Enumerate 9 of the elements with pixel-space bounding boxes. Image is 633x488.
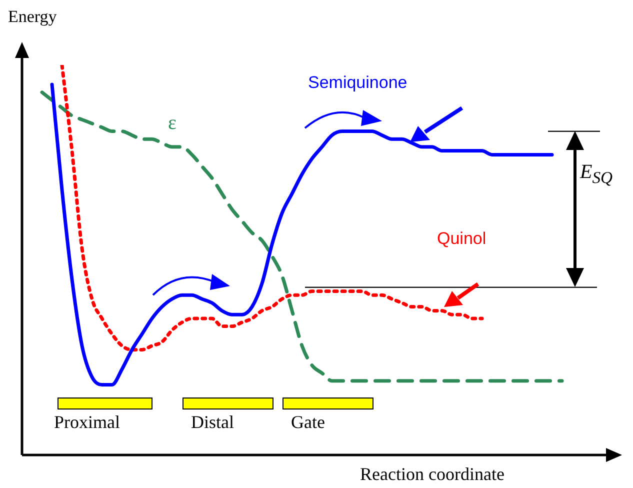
x-axis-title: Reaction coordinate: [360, 464, 504, 484]
series-label: ε: [168, 112, 176, 134]
annotation: Distal: [191, 412, 234, 432]
y-axis-title: Energy: [8, 7, 57, 26]
annotation: Proximal: [54, 412, 120, 432]
annotation: E$_{SQ}$: [580, 161, 613, 187]
text: Quinol: [437, 229, 486, 248]
text: Semiquinone: [308, 73, 408, 92]
annotation: Gate: [291, 412, 325, 432]
